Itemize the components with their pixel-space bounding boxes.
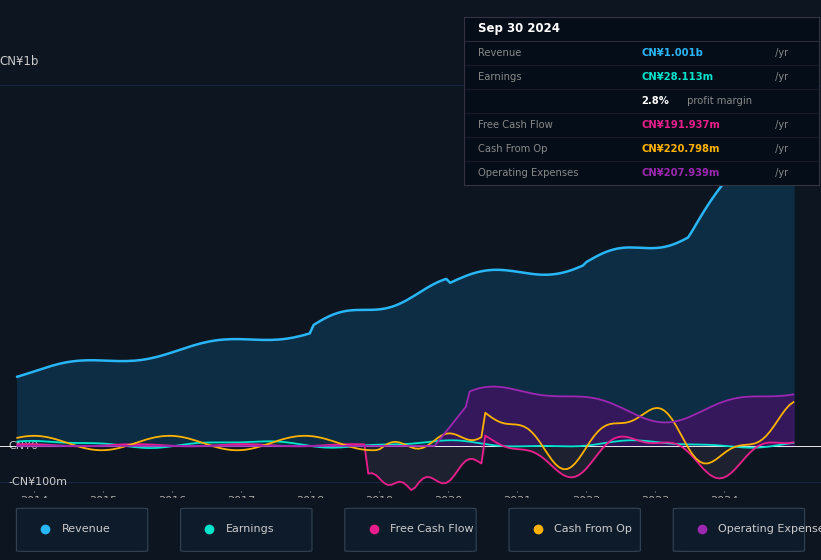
Text: Sep 30 2024: Sep 30 2024 — [478, 22, 560, 35]
Text: Earnings: Earnings — [478, 72, 521, 82]
Text: /yr: /yr — [773, 144, 788, 154]
Text: CN¥220.798m: CN¥220.798m — [641, 144, 720, 154]
Text: Revenue: Revenue — [478, 48, 521, 58]
Text: Operating Expenses: Operating Expenses — [478, 168, 579, 178]
Text: 2020: 2020 — [434, 496, 462, 506]
Text: 2016: 2016 — [158, 496, 186, 506]
Text: Revenue: Revenue — [62, 524, 110, 534]
Text: 2024: 2024 — [710, 496, 739, 506]
Text: profit margin: profit margin — [684, 96, 752, 106]
Text: -CN¥100m: -CN¥100m — [8, 477, 67, 487]
Text: /yr: /yr — [773, 120, 788, 130]
FancyBboxPatch shape — [181, 508, 312, 552]
Text: CN¥207.939m: CN¥207.939m — [641, 168, 719, 178]
Text: CN¥191.937m: CN¥191.937m — [641, 120, 720, 130]
Text: 2.8%: 2.8% — [641, 96, 669, 106]
FancyBboxPatch shape — [673, 508, 805, 552]
Text: 2023: 2023 — [641, 496, 670, 506]
Text: /yr: /yr — [773, 168, 788, 178]
Text: CN¥1.001b: CN¥1.001b — [641, 48, 703, 58]
FancyBboxPatch shape — [345, 508, 476, 552]
Text: CN¥1b: CN¥1b — [0, 55, 39, 68]
Text: 2018: 2018 — [296, 496, 324, 506]
Text: Free Cash Flow: Free Cash Flow — [390, 524, 474, 534]
Text: Cash From Op: Cash From Op — [478, 144, 548, 154]
Text: 2017: 2017 — [227, 496, 255, 506]
Text: Earnings: Earnings — [226, 524, 274, 534]
Text: CN¥28.113m: CN¥28.113m — [641, 72, 713, 82]
Text: Operating Expenses: Operating Expenses — [718, 524, 821, 534]
Text: 2022: 2022 — [572, 496, 601, 506]
Text: 2021: 2021 — [503, 496, 531, 506]
Text: /yr: /yr — [773, 72, 788, 82]
Text: Cash From Op: Cash From Op — [554, 524, 632, 534]
Text: 2014: 2014 — [21, 496, 48, 506]
FancyBboxPatch shape — [16, 508, 148, 552]
Text: /yr: /yr — [773, 48, 788, 58]
FancyBboxPatch shape — [509, 508, 640, 552]
Text: 2019: 2019 — [365, 496, 393, 506]
Text: CN¥0: CN¥0 — [8, 441, 39, 451]
Text: Free Cash Flow: Free Cash Flow — [478, 120, 553, 130]
Text: 2015: 2015 — [89, 496, 117, 506]
